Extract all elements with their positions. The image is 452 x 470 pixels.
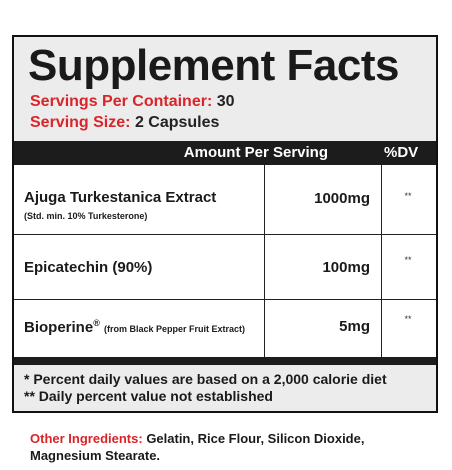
servings-line: Servings Per Container: 30 [30,93,235,111]
ingredient-name: Ajuga Turkestanica Extract (Std. min. 10%… [24,189,216,223]
dv: ** [404,255,412,265]
note: (from Black Pepper Fruit Extract) [104,324,246,334]
label-header: Supplement Facts Servings Per Container:… [14,37,436,141]
servings-label: Servings Per Container: [30,93,213,110]
other-text: Gelatin, Rice Flour, Silicon Dioxide, Ma… [30,431,365,463]
ingredient-name: Bioperine® (from Black Pepper Fruit Extr… [24,318,245,336]
row: Epicatechin (90%) 100mg ** [14,235,436,300]
name: Ajuga Turkestanica Extract [24,189,217,206]
amount: 5mg [339,318,370,335]
ingredient-name: Epicatechin (90%) [24,259,153,276]
column-header: Amount Per Serving %DV [14,141,436,165]
divider [264,165,265,358]
dv: ** [404,191,412,201]
name: Bioperine [24,319,94,336]
row: Bioperine® (from Black Pepper Fruit Extr… [14,300,436,357]
serving-size-line: Serving Size: 2 Capsules [30,114,219,132]
divider [381,165,382,358]
serving-size-label: Serving Size: [30,114,131,131]
footnote: ** Daily percent value not established [24,388,273,404]
facts-label: Supplement Facts Servings Per Container:… [12,35,438,413]
other-label: Other Ingredients: [30,431,143,446]
other-ingredients: Other Ingredients: Gelatin, Rice Flour, … [30,430,410,464]
dv-header: %DV [384,144,419,161]
amount: 1000mg [314,190,370,207]
mark: ® [93,318,100,328]
footnote: * Percent daily values are based on a 2,… [24,371,387,387]
title: Supplement Facts [28,41,399,90]
servings-value: 30 [216,93,235,110]
serving-size-value: 2 Capsules [134,114,220,131]
dv: ** [404,314,412,324]
thick-rule [14,357,436,365]
footnotes: * Percent daily values are based on a 2,… [14,365,436,411]
amount: 100mg [322,259,370,276]
row: Ajuga Turkestanica Extract (Std. min. 10%… [14,165,436,235]
note: (Std. min. 10% Turkesterone) [24,211,148,221]
amount-header: Amount Per Serving [183,144,328,161]
